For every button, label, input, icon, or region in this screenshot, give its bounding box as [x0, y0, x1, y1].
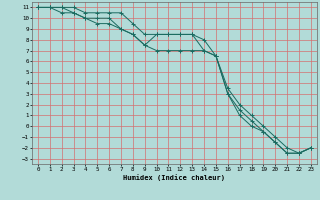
X-axis label: Humidex (Indice chaleur): Humidex (Indice chaleur) — [124, 175, 225, 181]
